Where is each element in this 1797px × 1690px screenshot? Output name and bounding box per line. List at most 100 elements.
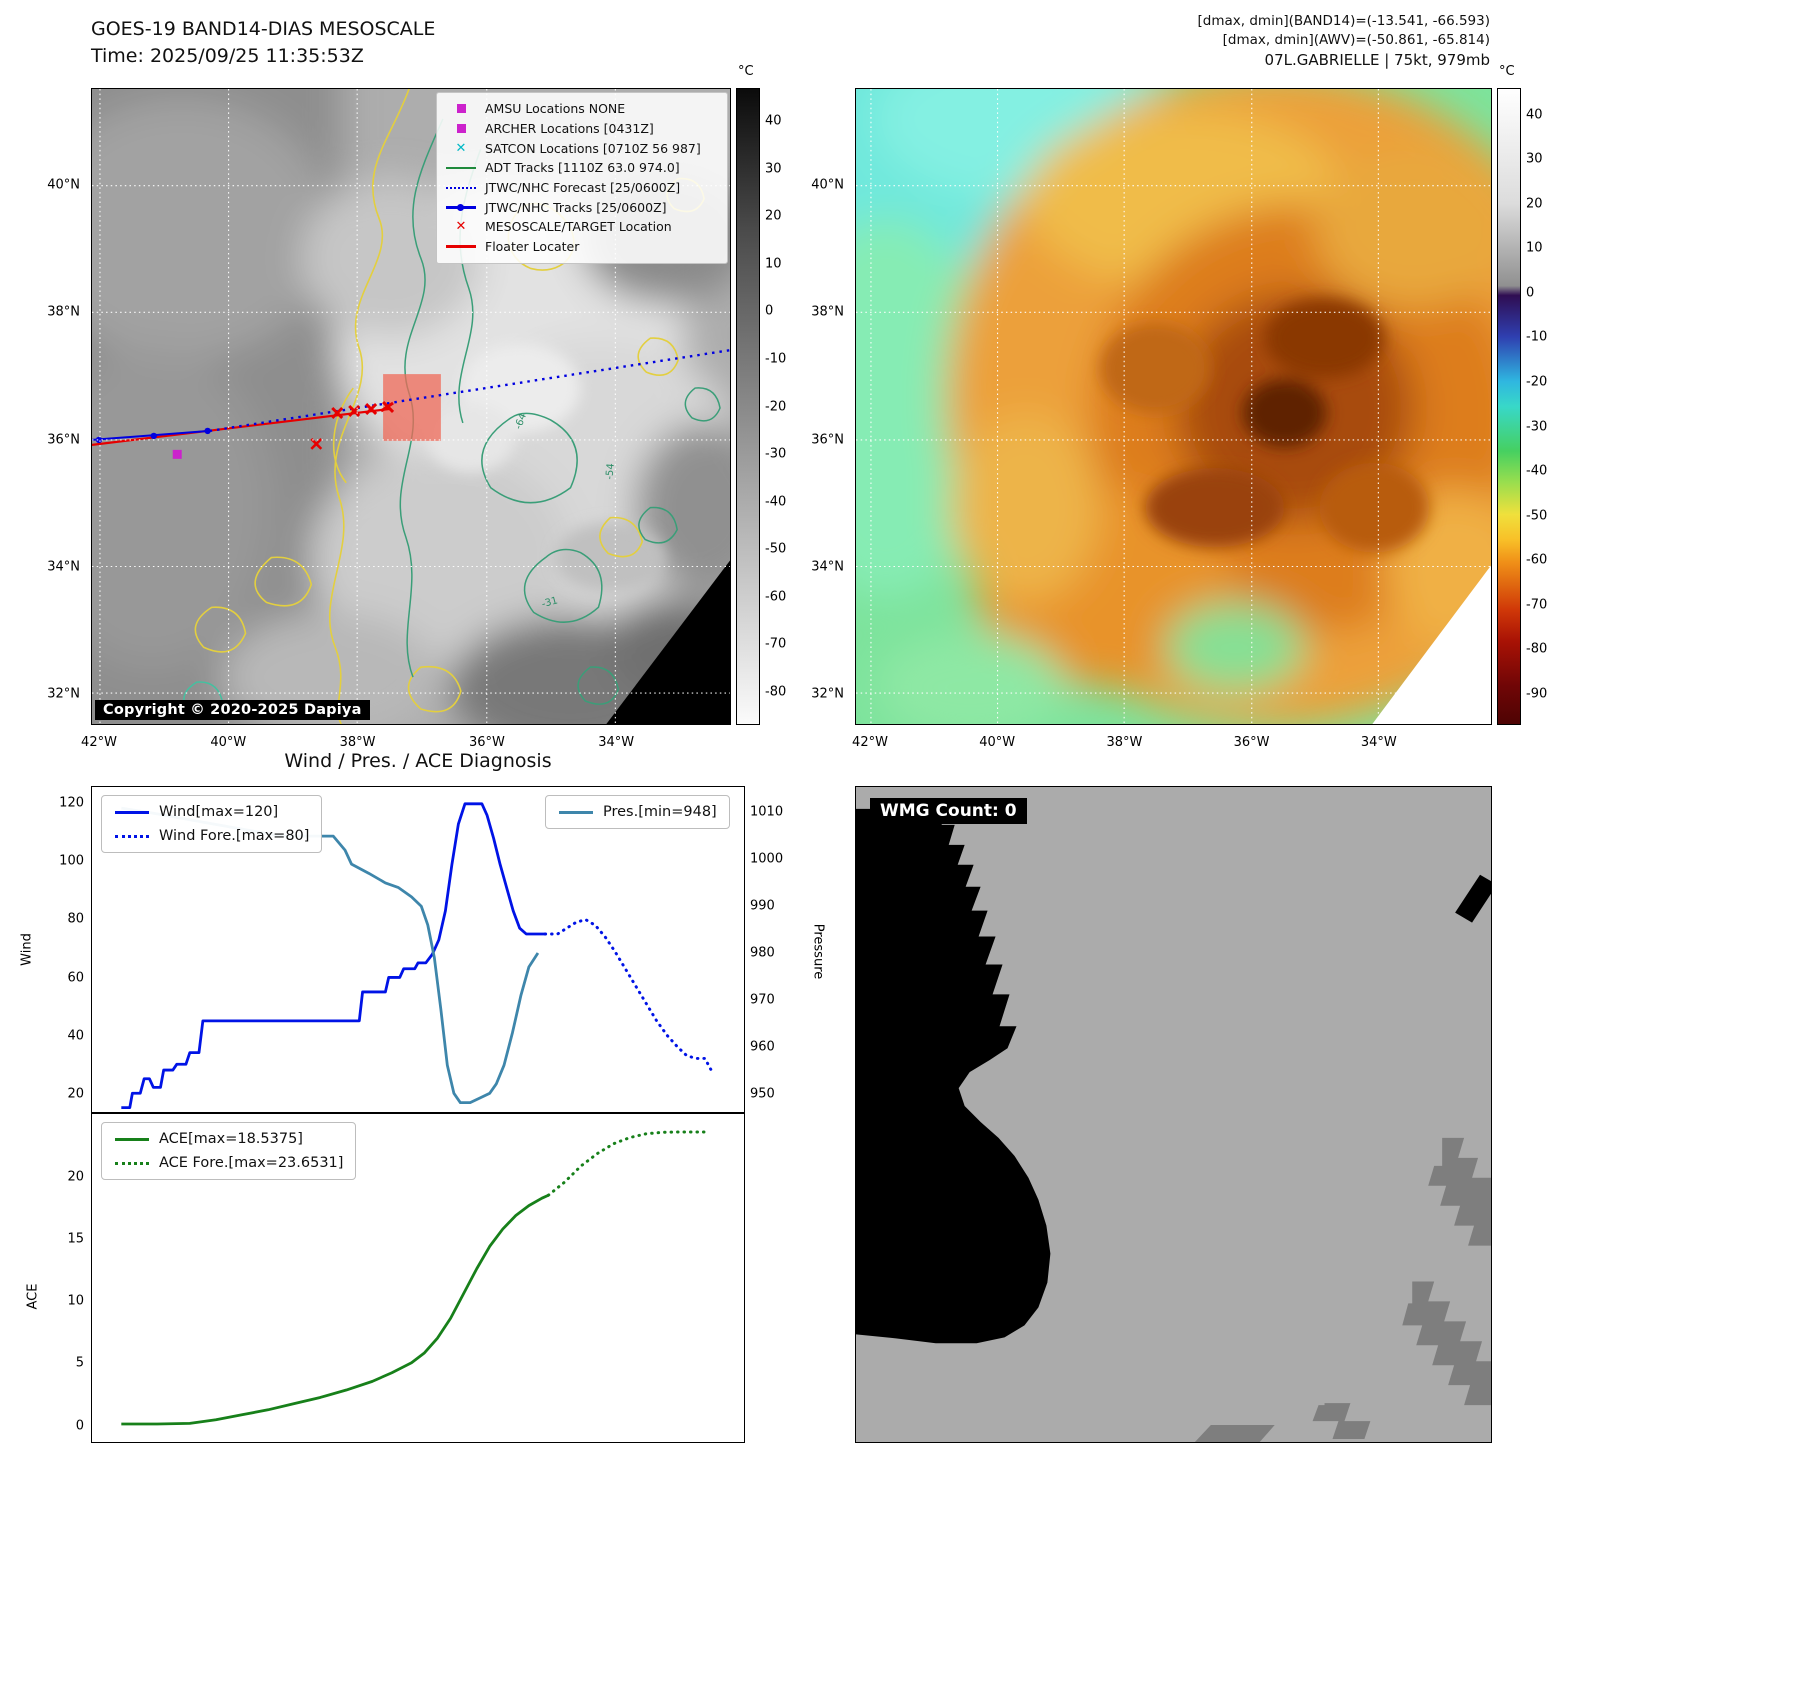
legend-item: ✕ SATCON Locations [0710Z 56 987] xyxy=(444,138,723,158)
wmg-black-fleck xyxy=(1455,874,1491,923)
ace-yaxis-ticks: 20 15 10 5 0 xyxy=(38,1113,84,1443)
colorbar-tick: 0 xyxy=(1526,285,1535,301)
lat-tick: 32°N xyxy=(47,686,80,702)
ace-ytick: 5 xyxy=(75,1355,84,1371)
wind-ytick: 20 xyxy=(67,1086,84,1102)
contour-label: -54 xyxy=(604,463,616,480)
wind-legend-label: Wind[max=120] xyxy=(159,804,279,820)
legend-label: ADT Tracks [1110Z 63.0 974.0] xyxy=(485,160,680,176)
ace-ytick: 0 xyxy=(75,1418,84,1434)
wind-forecast-line-marker xyxy=(114,834,150,838)
series-Wind[max=120] xyxy=(121,802,546,1110)
lon-tick: 36°W xyxy=(1233,735,1270,750)
series-ACE[max=18.5375] xyxy=(121,1193,549,1426)
band14-colorbar-ticks: 40 30 20 10 0 -10 -20 -30 -40 -50 -60 -70 -80 xyxy=(765,88,805,725)
track-point xyxy=(95,436,103,444)
track-point xyxy=(150,432,157,440)
line-dot-marker-icon xyxy=(444,203,478,211)
ace-ytick: 10 xyxy=(67,1293,84,1309)
lat-tick: 36°N xyxy=(811,432,844,448)
lon-tick: 34°W xyxy=(1360,735,1397,750)
ace-ytick: 20 xyxy=(67,1169,84,1184)
colorbar-tick: 0 xyxy=(765,303,774,319)
ace-forecast-legend-label: ACE Fore.[max=23.6531] xyxy=(159,1155,344,1171)
band14-bright-cells xyxy=(425,343,666,593)
colorbar-tick: -20 xyxy=(765,399,787,414)
wmg-gray-patch xyxy=(1402,1281,1491,1406)
pressure-axis-label: Pressure xyxy=(810,923,826,980)
legend-item: JTWC/NHC Tracks [25/0600Z] xyxy=(444,197,723,217)
mesoscale-x-cluster xyxy=(331,400,395,420)
colorbar-tick: -70 xyxy=(765,636,787,652)
lon-tick: 36°W xyxy=(468,735,505,750)
legend-item: ACE[max=18.5375] xyxy=(114,1131,343,1147)
band14-title: GOES-19 BAND14-DIAS MESOSCALE xyxy=(91,18,436,40)
wind-axis-label: Wind xyxy=(19,933,35,966)
dmax-dmin-band14: [dmax, dmin](BAND14)=(-13.541, -66.593) xyxy=(1197,13,1490,29)
legend-item: ADT Tracks [1110Z 63.0 974.0] xyxy=(444,158,723,178)
pressure-ytick: 1010 xyxy=(750,804,784,820)
lat-tick: 40°N xyxy=(811,177,844,193)
target-x-marker xyxy=(310,437,323,450)
colorbar-tick: -50 xyxy=(765,541,787,557)
lat-tick: 36°N xyxy=(47,432,80,448)
wind-yaxis-ticks: 120 100 80 60 40 20 xyxy=(38,786,84,1113)
pressure-yaxis-ticks: 1010 1000 990 980 970 960 950 xyxy=(750,786,800,1113)
archer-marker xyxy=(172,449,182,459)
band14-map: -54 -64 -31 xyxy=(91,88,731,725)
wmg-count-label: WMG Count: 0 xyxy=(870,798,1027,824)
awv-map xyxy=(855,88,1492,725)
pressure-ytick: 1000 xyxy=(750,851,784,867)
square-marker-icon xyxy=(444,124,478,134)
awv-lat-axis: 40°N 38°N 36°N 34°N 32°N xyxy=(790,88,848,725)
wind-ytick: 80 xyxy=(67,911,84,927)
legend-item: Floater Locater xyxy=(444,237,723,257)
colorbar-tick: -30 xyxy=(765,446,787,462)
latlon-grid xyxy=(92,89,730,724)
band14-colorbar-unit: °C xyxy=(738,64,754,79)
pressure-ytick: 970 xyxy=(750,992,775,1008)
track-point xyxy=(204,427,211,435)
band14-map-legend: AMSU Locations NONE ARCHER Locations [043… xyxy=(436,92,728,264)
square-marker-icon xyxy=(444,104,478,114)
pressure-ytick: 950 xyxy=(750,1086,775,1102)
awv-colorbar-unit: °C xyxy=(1499,64,1515,79)
lat-tick: 38°N xyxy=(47,304,80,320)
legend-label: SATCON Locations [0710Z 56 987] xyxy=(485,140,701,156)
x-marker-icon: ✕ xyxy=(455,219,467,235)
wmg-gray-patch xyxy=(1428,1137,1491,1246)
lon-tick: 38°W xyxy=(339,735,376,750)
wmg-panel: WMG Count: 0 xyxy=(855,786,1492,1443)
lon-tick: 42°W xyxy=(81,735,117,750)
colorbar-tick: 40 xyxy=(1526,107,1543,123)
legend-label: AMSU Locations NONE xyxy=(485,101,626,117)
legend-label: ARCHER Locations [0431Z] xyxy=(485,121,654,137)
colorbar-tick: -80 xyxy=(765,684,787,700)
legend-label: Floater Locater xyxy=(485,239,580,255)
pressure-line-marker xyxy=(558,810,594,814)
lat-tick: 34°N xyxy=(811,559,844,575)
legend-item: Pres.[min=948] xyxy=(558,804,717,820)
colorbar-tick: 30 xyxy=(765,161,782,177)
x-marker-icon: ✕ xyxy=(455,140,467,156)
colorbar-tick: 10 xyxy=(765,256,782,272)
legend-item: JTWC/NHC Forecast [25/0600Z] xyxy=(444,178,723,198)
legend-item: Wind[max=120] xyxy=(114,804,309,820)
lat-tick: 38°N xyxy=(811,304,844,320)
storm-id-intensity: 07L.GABRIELLE | 75kt, 979mb xyxy=(1264,51,1490,69)
colorbar-tick: -30 xyxy=(1526,419,1548,435)
contour-label: -64 xyxy=(513,412,529,431)
colorbar-tick: -90 xyxy=(1526,686,1548,702)
band14-lon-axis: 42°W 40°W 38°W 36°W 34°W xyxy=(81,731,731,753)
awv-header-block: [dmax, dmin](BAND14)=(-13.541, -66.593) … xyxy=(1198,12,1490,70)
pressure-ytick: 980 xyxy=(750,945,775,961)
scan-edge-black-wedge xyxy=(606,560,730,724)
diagnosis-title: Wind / Pres. / ACE Diagnosis xyxy=(284,750,552,772)
wind-line-marker xyxy=(114,810,150,814)
wind-ytick: 60 xyxy=(67,970,84,986)
wind-ytick: 120 xyxy=(59,795,84,811)
band14-title-block: GOES-19 BAND14-DIAS MESOSCALE Time: 2025… xyxy=(91,16,435,70)
ace-chart: ACE[max=18.5375] ACE Fore.[max=23.6531] xyxy=(91,1113,745,1443)
legend-item: ARCHER Locations [0431Z] xyxy=(444,119,723,139)
wind-ytick: 40 xyxy=(67,1028,84,1044)
